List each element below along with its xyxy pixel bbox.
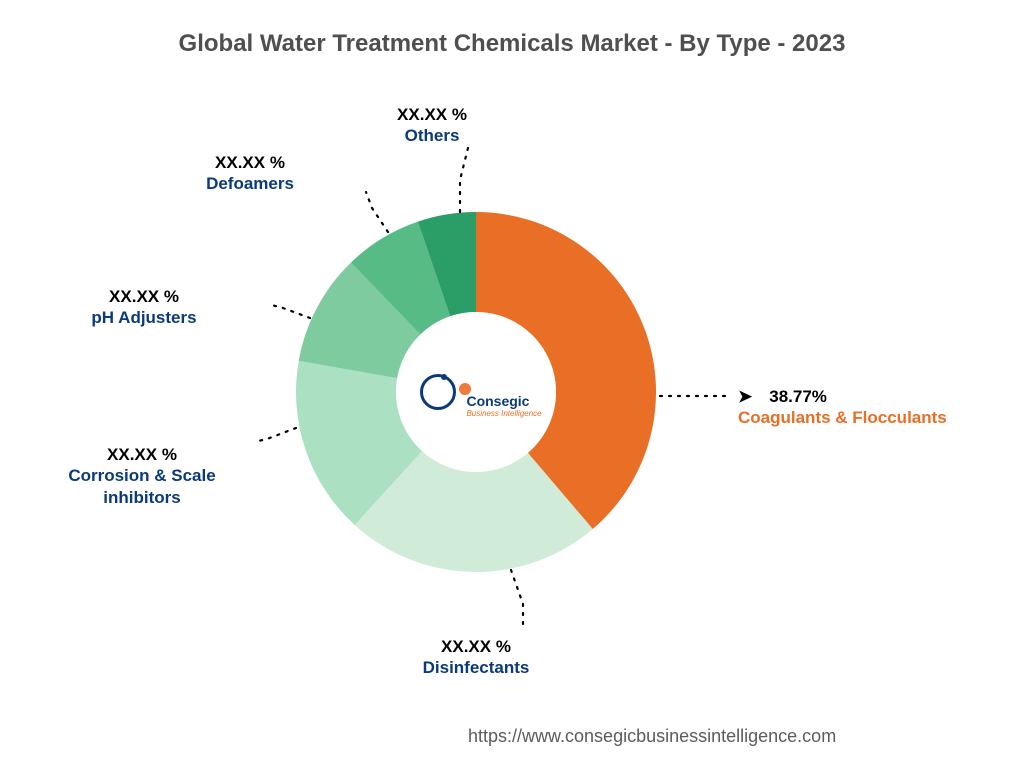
slice-pct-4: XX.XX %	[206, 152, 294, 173]
slice-name-5: Others	[397, 125, 467, 146]
leader-line-1	[511, 570, 523, 630]
center-logo: Consegic Business Intelligence	[420, 374, 542, 418]
slice-label-3: XX.XX %pH Adjusters	[91, 286, 196, 329]
leader-line-5	[460, 148, 468, 212]
slice-name-4: Defoamers	[206, 173, 294, 194]
logo-line2: Business Intelligence	[466, 409, 541, 418]
slice-name-0: Coagulants & Flocculants	[738, 407, 947, 428]
slice-label-0: ➤ 38.77%Coagulants & Flocculants	[738, 386, 947, 429]
logo-line1: Consegic	[466, 393, 541, 409]
slice-name-1: Disinfectants	[423, 657, 530, 678]
slice-label-1: XX.XX %Disinfectants	[423, 636, 530, 679]
slice-pct-0: ➤ 38.77%	[738, 386, 947, 407]
slice-name-3: pH Adjusters	[91, 307, 196, 328]
logo-mark-icon	[420, 374, 456, 410]
slice-pct-1: XX.XX %	[423, 636, 530, 657]
slice-pct-5: XX.XX %	[397, 104, 467, 125]
leader-line-4	[366, 192, 388, 232]
leader-line-3	[268, 304, 310, 318]
slice-pct-2: XX.XX %	[47, 444, 237, 465]
chart-stage: { "title": { "text": "Global Water Treat…	[0, 0, 1024, 768]
leader-line-2	[254, 428, 296, 442]
slice-label-2: XX.XX %Corrosion & Scale inhibitors	[47, 444, 237, 508]
slice-name-2: Corrosion & Scale inhibitors	[47, 465, 237, 508]
source-credit: https://www.consegicbusinessintelligence…	[468, 726, 836, 747]
slice-label-4: XX.XX %Defoamers	[206, 152, 294, 195]
slice-label-5: XX.XX %Others	[397, 104, 467, 147]
slice-pct-3: XX.XX %	[91, 286, 196, 307]
